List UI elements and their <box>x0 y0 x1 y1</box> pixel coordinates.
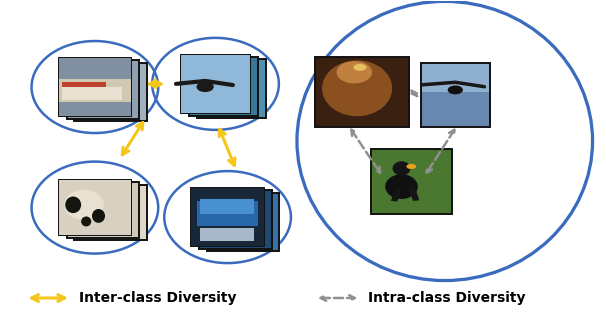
Bar <box>59 58 131 116</box>
Ellipse shape <box>322 60 392 116</box>
Bar <box>59 58 131 116</box>
Bar <box>421 63 490 127</box>
Bar <box>408 186 419 201</box>
Ellipse shape <box>407 164 416 169</box>
Text: Inter-class Diversity: Inter-class Diversity <box>79 291 236 305</box>
Ellipse shape <box>65 196 81 213</box>
Bar <box>200 228 254 241</box>
Bar <box>207 193 279 252</box>
Ellipse shape <box>81 216 92 227</box>
Bar <box>391 187 402 202</box>
Bar <box>191 188 264 246</box>
Ellipse shape <box>385 174 418 199</box>
Ellipse shape <box>92 209 105 223</box>
Bar <box>200 199 254 214</box>
Bar <box>421 63 490 127</box>
Bar <box>191 188 264 246</box>
Bar <box>181 54 250 113</box>
Bar <box>75 185 147 240</box>
Bar <box>370 149 452 214</box>
Bar <box>196 60 266 118</box>
Bar <box>75 63 147 121</box>
Bar <box>370 149 452 214</box>
Ellipse shape <box>393 161 410 176</box>
Bar <box>62 87 122 100</box>
Ellipse shape <box>196 82 214 92</box>
Ellipse shape <box>448 85 463 94</box>
Bar <box>59 180 131 235</box>
Bar <box>188 57 258 116</box>
Text: Intra-class Diversity: Intra-class Diversity <box>368 291 525 305</box>
Bar <box>67 60 139 119</box>
Bar <box>315 57 408 127</box>
Bar <box>199 190 271 249</box>
Bar <box>59 79 131 102</box>
Ellipse shape <box>336 61 372 84</box>
Bar <box>181 54 250 113</box>
Ellipse shape <box>64 189 104 220</box>
Bar <box>421 63 490 92</box>
Bar <box>197 201 258 226</box>
Bar <box>62 82 105 87</box>
Ellipse shape <box>353 64 367 71</box>
Bar <box>67 182 139 238</box>
Bar <box>59 180 131 235</box>
Bar <box>315 57 408 127</box>
